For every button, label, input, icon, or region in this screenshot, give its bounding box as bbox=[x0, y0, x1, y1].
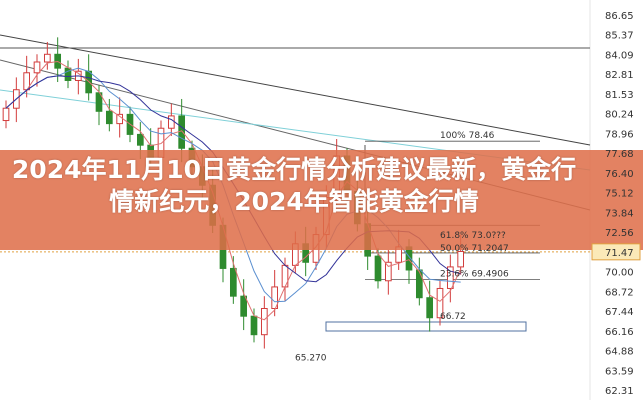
candle-body bbox=[105, 110, 113, 125]
price-annotation: 50.0% 71.2047 bbox=[440, 244, 509, 254]
y-tick-label: 76.40 bbox=[605, 169, 634, 180]
candle-body bbox=[271, 286, 279, 309]
candle-body bbox=[136, 133, 144, 146]
candle-body bbox=[2, 107, 10, 122]
candle-body bbox=[436, 287, 444, 319]
price-annotation: 66.72 bbox=[440, 312, 466, 322]
y-tick-label: 75.12 bbox=[605, 189, 634, 200]
candle-body bbox=[229, 267, 237, 297]
y-tick-label: 71.47 bbox=[605, 248, 634, 259]
candle-body bbox=[240, 295, 248, 317]
y-tick-label: 80.24 bbox=[605, 110, 634, 121]
candle-body bbox=[415, 269, 423, 299]
candle-body bbox=[33, 61, 41, 74]
price-annotation: 23.6% 69.4906 bbox=[440, 269, 509, 279]
candle-body bbox=[446, 266, 454, 289]
article-title: 2024年11月10日黄金行情分析建议最新，黄金行情新纪元，2024年智能黄金行… bbox=[11, 155, 577, 216]
y-tick-label: 70.00 bbox=[605, 268, 634, 279]
candle-body bbox=[374, 255, 382, 282]
price-annotation: 100% 78.46 bbox=[440, 131, 495, 141]
title-banner bbox=[0, 150, 643, 250]
last-price-tag bbox=[591, 243, 641, 261]
candle-body bbox=[426, 297, 434, 319]
candle-body bbox=[457, 250, 465, 268]
y-tick-label: 68.72 bbox=[605, 287, 634, 298]
candle-body bbox=[384, 261, 392, 282]
candle-body bbox=[260, 307, 268, 336]
y-tick-label: 82.81 bbox=[605, 70, 634, 81]
y-tick-label: 81.53 bbox=[605, 90, 634, 101]
y-tick-label: 72.56 bbox=[605, 228, 634, 239]
y-tick-label: 64.88 bbox=[605, 347, 634, 358]
range-box bbox=[325, 321, 527, 332]
price-annotation: 65.270 bbox=[295, 353, 327, 363]
price-annotation: 61.8% 73.0??? bbox=[440, 231, 506, 241]
trend-line bbox=[0, 34, 591, 146]
y-tick-label: 66.16 bbox=[605, 327, 634, 338]
y-tick-label: 86.65 bbox=[605, 11, 634, 22]
y-tick-label: 63.59 bbox=[605, 366, 634, 377]
candle-body bbox=[95, 92, 103, 112]
y-tick-label: 73.84 bbox=[605, 208, 634, 219]
candle-body bbox=[43, 53, 51, 63]
y-tick-label: 77.68 bbox=[605, 149, 634, 160]
y-tick-label: 85.37 bbox=[605, 31, 634, 42]
y-tick-label: 67.44 bbox=[605, 307, 634, 318]
y-tick-label: 84.09 bbox=[605, 50, 634, 61]
y-tick-label: 78.96 bbox=[605, 129, 634, 140]
y-tick-label: 62.31 bbox=[605, 386, 634, 397]
